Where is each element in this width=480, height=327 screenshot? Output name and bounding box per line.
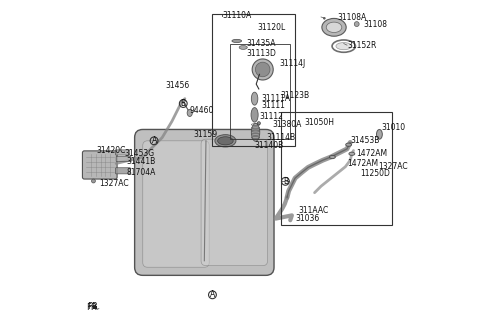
Ellipse shape	[252, 92, 258, 105]
Text: 31108: 31108	[363, 20, 387, 28]
Text: 31441B: 31441B	[127, 157, 156, 166]
Text: 31010: 31010	[381, 123, 405, 132]
Bar	[94, 305, 97, 309]
Text: 31453B: 31453B	[350, 136, 380, 145]
Text: 31435A: 31435A	[247, 39, 276, 48]
Text: 31456: 31456	[166, 81, 190, 90]
FancyBboxPatch shape	[116, 150, 130, 155]
Ellipse shape	[257, 122, 261, 125]
Ellipse shape	[326, 22, 342, 32]
Text: 1327AC: 1327AC	[99, 179, 129, 188]
Text: 81704A: 81704A	[127, 168, 156, 177]
Text: 31111: 31111	[261, 101, 285, 110]
Ellipse shape	[329, 155, 336, 159]
Ellipse shape	[376, 129, 383, 139]
Text: 31110A: 31110A	[222, 11, 252, 21]
Text: 31114J: 31114J	[279, 59, 305, 68]
Bar	[230, 43, 290, 139]
Ellipse shape	[349, 152, 355, 155]
Bar	[213, 14, 295, 146]
Text: FR.: FR.	[86, 303, 99, 312]
Text: 1327AC: 1327AC	[378, 162, 408, 171]
Ellipse shape	[322, 18, 346, 36]
Text: 11250D: 11250D	[360, 169, 390, 178]
Text: FR.: FR.	[88, 302, 101, 311]
Ellipse shape	[232, 39, 241, 43]
Text: 31112: 31112	[260, 112, 283, 121]
Text: B: B	[283, 177, 288, 186]
FancyBboxPatch shape	[116, 156, 131, 162]
Text: 311AAC: 311AAC	[299, 206, 329, 215]
Text: 31420C: 31420C	[96, 146, 126, 155]
Text: 31113D: 31113D	[247, 49, 276, 58]
Ellipse shape	[255, 62, 270, 77]
FancyBboxPatch shape	[134, 129, 274, 275]
Ellipse shape	[215, 135, 236, 147]
Text: 31140B: 31140B	[254, 141, 284, 150]
Text: 31159: 31159	[193, 130, 217, 139]
Text: 31036: 31036	[295, 214, 319, 223]
Ellipse shape	[324, 17, 325, 19]
Text: 1472AM: 1472AM	[347, 159, 378, 168]
Text: 31453G: 31453G	[125, 149, 155, 158]
Text: 1472AM: 1472AM	[356, 149, 387, 158]
Text: 31123B: 31123B	[280, 91, 310, 100]
Text: B: B	[180, 99, 186, 108]
Ellipse shape	[187, 109, 192, 116]
FancyBboxPatch shape	[83, 151, 117, 179]
Ellipse shape	[251, 108, 258, 122]
FancyBboxPatch shape	[116, 168, 131, 174]
Ellipse shape	[252, 59, 273, 80]
Ellipse shape	[336, 43, 351, 50]
Text: 31152R: 31152R	[347, 41, 376, 50]
Text: 31114B: 31114B	[266, 133, 295, 142]
Ellipse shape	[92, 179, 96, 183]
Ellipse shape	[346, 143, 351, 146]
Text: 31120L: 31120L	[258, 23, 286, 32]
Text: A: A	[152, 136, 156, 145]
Ellipse shape	[217, 137, 233, 145]
Text: 94460: 94460	[190, 106, 214, 114]
FancyBboxPatch shape	[143, 141, 209, 267]
Ellipse shape	[239, 45, 247, 49]
FancyBboxPatch shape	[201, 139, 267, 266]
Ellipse shape	[252, 124, 260, 141]
Ellipse shape	[354, 22, 359, 26]
Text: 31050H: 31050H	[305, 118, 335, 128]
Text: 31380A: 31380A	[273, 120, 302, 129]
Text: 31111A: 31111A	[261, 94, 290, 103]
Text: 31108A: 31108A	[337, 13, 367, 22]
Bar	[280, 112, 392, 225]
Text: A: A	[210, 290, 215, 299]
